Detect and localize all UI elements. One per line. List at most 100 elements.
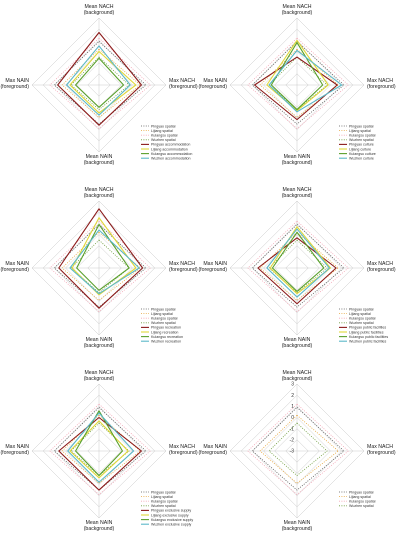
axis-label: Max NAIN (foreground) (198, 261, 227, 273)
series-line (254, 56, 338, 121)
legend-entry: Wuzhen recreation (151, 340, 181, 344)
legend-entry: Kulangsu public facilities (349, 335, 388, 339)
series-line (58, 208, 144, 309)
legend-entry: Kulangsu culture (349, 152, 376, 156)
legend-entry: Pingyao recreation (151, 326, 181, 330)
legend-entry: Pingyao spatial (151, 490, 176, 494)
axis-label: Mean NACH (background) (84, 187, 115, 199)
tick-label: -3 (290, 449, 295, 455)
legend-entry: Kulangsu spatial (349, 500, 376, 504)
axis-label: Mean NAIN (background) (84, 154, 115, 166)
series-line (67, 412, 135, 483)
series-line (66, 45, 131, 116)
series-line (271, 231, 325, 293)
series-line (75, 57, 125, 108)
axis-label: Max NAIN (foreground) (198, 444, 227, 456)
axis-label: Max NAIN (foreground) (0, 444, 29, 456)
series-line (61, 48, 141, 118)
legend-entry: Lijiang recreation (151, 330, 178, 334)
radar-chart-4: Mean NACH (background) Max NACH (foreground… (198, 187, 395, 349)
axis-label: Max NACH (foreground) (169, 444, 198, 456)
legend-entry: Lijiang spatial (349, 495, 371, 499)
tick-label: -2 (290, 438, 295, 444)
axis-label: Max NACH (foreground) (367, 78, 396, 90)
axis-label: Max NACH (foreground) (367, 261, 396, 273)
series-line (247, 220, 349, 312)
axis-label: Max NAIN (foreground) (198, 78, 227, 90)
series-line (247, 403, 349, 495)
legend-entry: Lijiang spatial (349, 312, 371, 316)
series-line (58, 416, 142, 491)
axis-label: Mean NACH (background) (282, 4, 313, 16)
series-line (76, 223, 130, 291)
series-line (268, 49, 343, 113)
series-line (69, 50, 137, 114)
axis-label: Max NACH (foreground) (367, 444, 396, 456)
series-line (251, 407, 345, 491)
series-line (251, 41, 345, 125)
legend-entry: Lijiang spatial (151, 129, 173, 133)
radar-chart-5: Mean NACH (background) Max NACH (foreground… (0, 370, 197, 532)
axis-label: Mean NACH (background) (282, 187, 313, 199)
legend-entry: Lijiang culture (349, 147, 371, 151)
radar-chart-2: Mean NACH (background) Max NACH (foreground… (198, 4, 395, 166)
series-line (259, 231, 339, 301)
legend-entry: Pingyao spatial (349, 124, 374, 128)
series-line (266, 39, 329, 112)
axis-label: Mean NAIN (background) (282, 154, 313, 166)
axis-label: Mean NAIN (background) (84, 337, 115, 349)
axis-label: Max NAIN (foreground) (0, 261, 29, 273)
axis-label: Max NACH (foreground) (169, 261, 198, 273)
legend-entry: Kulangsu spatial (349, 317, 376, 321)
legend-entry: Pingyao spatial (151, 124, 176, 128)
legend-entry: Lijiang public facilities (349, 330, 384, 334)
legend-entry: Pingyao spatial (349, 490, 374, 494)
legend-entry: Kulangsu accommodation (151, 152, 192, 156)
legend-entry: Wuzhen accommodation (151, 157, 191, 161)
axis-label: Mean NACH (background) (282, 370, 313, 382)
radar-chart-3: Mean NACH (background) Max NACH (foreground… (0, 187, 197, 349)
axis-label: Mean NAIN (background) (282, 337, 313, 349)
series-line (69, 229, 140, 295)
legend-entry: Lijiang spatial (151, 495, 173, 499)
legend-entry: Pingyao exclusive supply (151, 509, 191, 513)
series-line (70, 56, 130, 110)
legend-entry: Pingyao accommodation (151, 143, 190, 147)
axis-label: Mean NACH (background) (84, 370, 115, 382)
axis-label: Max NAIN (foreground) (0, 78, 29, 90)
legend-entry: Wuzhen spatial (151, 321, 176, 325)
axis-label: Max NACH (foreground) (169, 78, 198, 90)
legend-entry: Wuzhen public facilities (349, 340, 386, 344)
legend-entry: Lijiang spatial (151, 312, 173, 316)
series-line (69, 420, 129, 479)
tick-label: 0 (291, 415, 294, 421)
legend-entry: Lijiang accommodation (151, 147, 188, 151)
legend-entry: Kulangsu spatial (151, 317, 178, 321)
radar-chart-1: Mean NACH (background) Max NACH (foreground… (0, 4, 197, 166)
series-line (259, 414, 339, 484)
series-line (266, 228, 330, 298)
series-line (70, 422, 130, 476)
series-line (268, 422, 328, 476)
series-line (53, 224, 147, 308)
series-line (251, 224, 345, 308)
series-line (269, 226, 332, 295)
series-line (57, 31, 142, 126)
series-line (75, 410, 123, 477)
axis-label: Mean NAIN (background) (282, 520, 313, 532)
radar-chart-6: Mean NACH (background) Max NACH (foreground… (198, 370, 395, 532)
series-line (49, 37, 151, 129)
tick-label: 3 (291, 382, 294, 388)
legend-entry: Kulangsu exclusive supply (151, 518, 193, 522)
legend-entry: Pingyao culture (349, 143, 374, 147)
series-line (247, 37, 349, 129)
legend-entry: Wuzhen spatial (151, 504, 176, 508)
tick-label: -1 (290, 426, 295, 432)
legend-entry: Wuzhen spatial (349, 138, 374, 142)
